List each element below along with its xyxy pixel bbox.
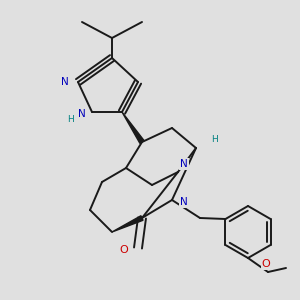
Text: N: N — [180, 159, 188, 169]
Text: H: H — [67, 116, 73, 124]
Polygon shape — [112, 216, 143, 232]
Text: O: O — [262, 259, 270, 269]
Text: N: N — [180, 197, 188, 207]
Text: N: N — [61, 77, 69, 87]
Polygon shape — [122, 112, 144, 143]
Text: O: O — [120, 245, 128, 255]
Text: H: H — [211, 136, 218, 145]
Text: N: N — [78, 109, 86, 119]
